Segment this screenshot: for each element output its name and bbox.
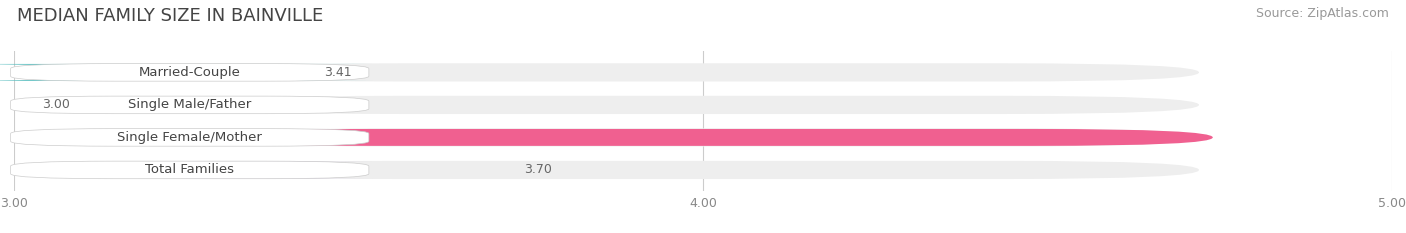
FancyBboxPatch shape [193, 129, 1213, 146]
Text: Single Female/Mother: Single Female/Mother [117, 131, 262, 144]
FancyBboxPatch shape [11, 161, 368, 179]
Text: Source: ZipAtlas.com: Source: ZipAtlas.com [1256, 7, 1389, 20]
FancyBboxPatch shape [11, 64, 368, 81]
Text: 5.00: 5.00 [1333, 131, 1364, 144]
FancyBboxPatch shape [0, 64, 373, 81]
Text: 3.70: 3.70 [524, 163, 551, 176]
Text: 3.41: 3.41 [325, 66, 352, 79]
FancyBboxPatch shape [207, 161, 1199, 179]
Text: 3.00: 3.00 [42, 98, 69, 111]
FancyBboxPatch shape [207, 96, 1199, 114]
FancyBboxPatch shape [207, 128, 1199, 147]
FancyBboxPatch shape [11, 129, 368, 146]
FancyBboxPatch shape [207, 63, 1199, 82]
Text: Single Male/Father: Single Male/Father [128, 98, 252, 111]
Text: Total Families: Total Families [145, 163, 235, 176]
FancyBboxPatch shape [138, 161, 373, 178]
Text: Married-Couple: Married-Couple [139, 66, 240, 79]
FancyBboxPatch shape [11, 96, 368, 114]
Text: MEDIAN FAMILY SIZE IN BAINVILLE: MEDIAN FAMILY SIZE IN BAINVILLE [17, 7, 323, 25]
